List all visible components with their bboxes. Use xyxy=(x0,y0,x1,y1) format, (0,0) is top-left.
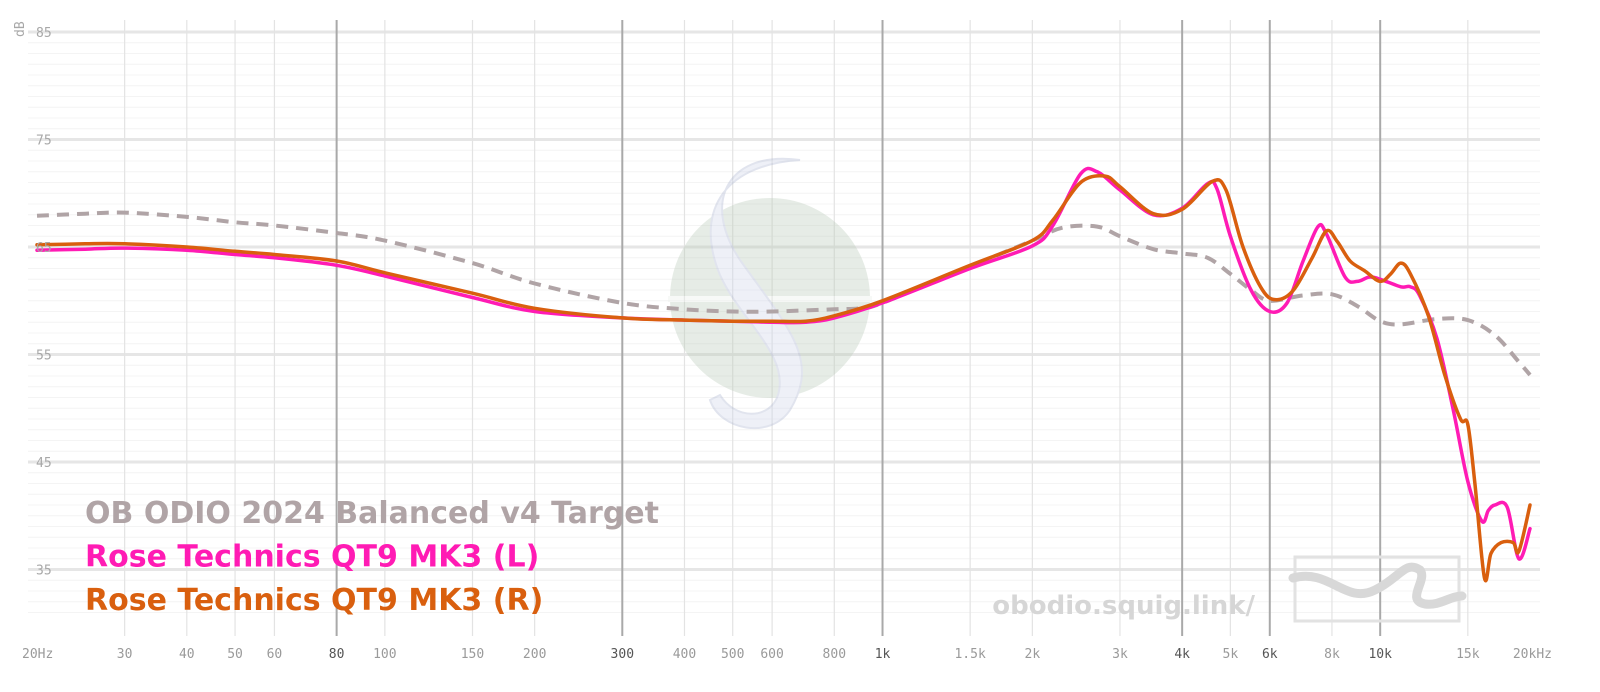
x-tick-label: 4k xyxy=(1174,647,1190,662)
x-tick-label: 5k xyxy=(1223,647,1239,662)
y-tick-label: 85 xyxy=(36,26,52,41)
x-tick-label: 40 xyxy=(179,647,195,662)
x-tick-label: 500 xyxy=(721,647,744,662)
legend-entry-3: Rose Technics QT9 MK3 (R) xyxy=(85,583,543,618)
x-tick-label: 60 xyxy=(267,647,283,662)
x-tick-label: 2k xyxy=(1025,647,1041,662)
series-lines xyxy=(35,166,1532,583)
series-line-1 xyxy=(36,210,1532,377)
x-tick-label: 20kHz xyxy=(1513,647,1552,662)
x-tick-label: 300 xyxy=(611,647,634,662)
x-tick-label: 1.5k xyxy=(954,647,985,662)
x-tick-label: 10k xyxy=(1368,647,1392,662)
x-tick-label: 8k xyxy=(1324,647,1340,662)
x-tick-label: 15k xyxy=(1456,647,1480,662)
x-tick-label: 50 xyxy=(227,647,243,662)
x-tick-label: 3k xyxy=(1112,647,1128,662)
squiglink-logo-watermark xyxy=(668,157,872,429)
y-tick-label: 75 xyxy=(36,134,52,149)
x-tick-label: 150 xyxy=(461,647,484,662)
series-line-3 xyxy=(35,173,1532,583)
grid xyxy=(28,20,1540,636)
squiggle-logo-icon xyxy=(1288,555,1467,623)
x-axis: 20Hz 30 40 50 60 80 100 150 200 300 400 500 600 800 1k… xyxy=(22,647,1552,662)
x-tick-label: 1k xyxy=(875,647,891,662)
legend: OB ODIO 2024 Balanced v4 Target Rose Tech… xyxy=(85,496,659,618)
y-tick-label: 55 xyxy=(36,349,52,364)
x-tick-label: 200 xyxy=(523,647,546,662)
y-tick-label: 65 xyxy=(36,241,52,256)
x-tick-label: 80 xyxy=(329,647,345,662)
x-tick-label: 100 xyxy=(373,647,396,662)
x-tick-label: 800 xyxy=(823,647,846,662)
x-tick-label: 400 xyxy=(673,647,696,662)
y-tick-label: 35 xyxy=(36,564,52,579)
x-tick-label: 30 xyxy=(117,647,133,662)
x-tick-label: 600 xyxy=(760,647,783,662)
y-axis: 35 45 55 65 75 85 xyxy=(36,26,52,579)
x-tick-label: 20Hz xyxy=(22,647,53,662)
legend-entry-2: Rose Technics QT9 MK3 (L) xyxy=(85,540,539,575)
y-axis-label: dB xyxy=(13,21,28,37)
watermark-url: obodio.squig.link/ xyxy=(992,591,1255,621)
legend-entry-1: OB ODIO 2024 Balanced v4 Target xyxy=(85,496,659,531)
y-tick-label: 45 xyxy=(36,456,52,471)
x-tick-label: 6k xyxy=(1262,647,1278,662)
